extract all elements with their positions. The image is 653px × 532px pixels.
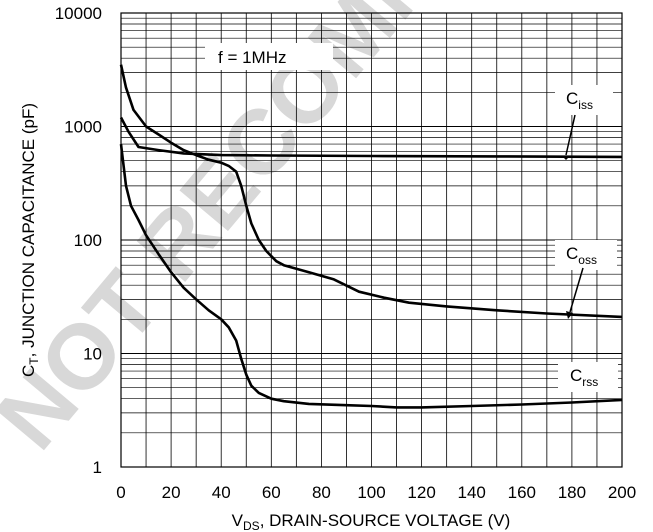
y-tick-label: 100 — [74, 231, 102, 250]
coss-pointer-arrow — [566, 311, 573, 319]
x-axis-title: VDS, DRAIN-SOURCE VOLTAGE (V) — [232, 511, 511, 532]
annotation-box — [205, 43, 333, 70]
x-tick-label: 100 — [357, 483, 385, 502]
x-tick-label: 120 — [407, 483, 435, 502]
coss-pointer — [569, 267, 584, 313]
x-tick-label: 40 — [212, 483, 231, 502]
grid — [121, 13, 622, 467]
ciss-pointer — [565, 114, 576, 156]
y-tick-label: 1000 — [64, 118, 102, 137]
series-line-ciss — [119, 116, 623, 159]
ciss-pointer-arrow — [563, 157, 569, 160]
coss-label: Coss — [566, 244, 597, 267]
x-tick-label: 160 — [508, 483, 536, 502]
x-tick-label: 60 — [262, 483, 281, 502]
y-axis-title: CT, JUNCTION CAPACITANCE (pF) — [19, 103, 41, 377]
series-line-crss — [119, 143, 623, 409]
y-tick-label: 10 — [83, 345, 102, 364]
plot-frame — [120, 12, 623, 468]
y-tick-label: 1 — [93, 458, 102, 477]
x-tick-label: 20 — [162, 483, 181, 502]
y-tick-labels: 1 10 100 1000 10000 — [55, 4, 102, 477]
y-tick-label: 10000 — [55, 4, 102, 23]
crss-label: Crss — [570, 366, 598, 389]
x-tick-label: 140 — [458, 483, 486, 502]
x-tick-labels: 0 20 40 60 80 100 120 140 160 180 200 — [116, 483, 636, 502]
x-tick-label: 0 — [116, 483, 125, 502]
ciss-label-box — [555, 85, 613, 115]
x-tick-label: 200 — [608, 483, 636, 502]
frequency-annotation: f = 1MHz — [218, 48, 287, 67]
coss-label-box — [555, 240, 617, 270]
series-line-coss — [119, 64, 623, 319]
x-tick-label: 180 — [558, 483, 586, 502]
crss-label-box — [558, 362, 618, 392]
series-lines — [119, 64, 623, 409]
ciss-label: Ciss — [566, 89, 593, 112]
x-tick-label: 80 — [312, 483, 331, 502]
